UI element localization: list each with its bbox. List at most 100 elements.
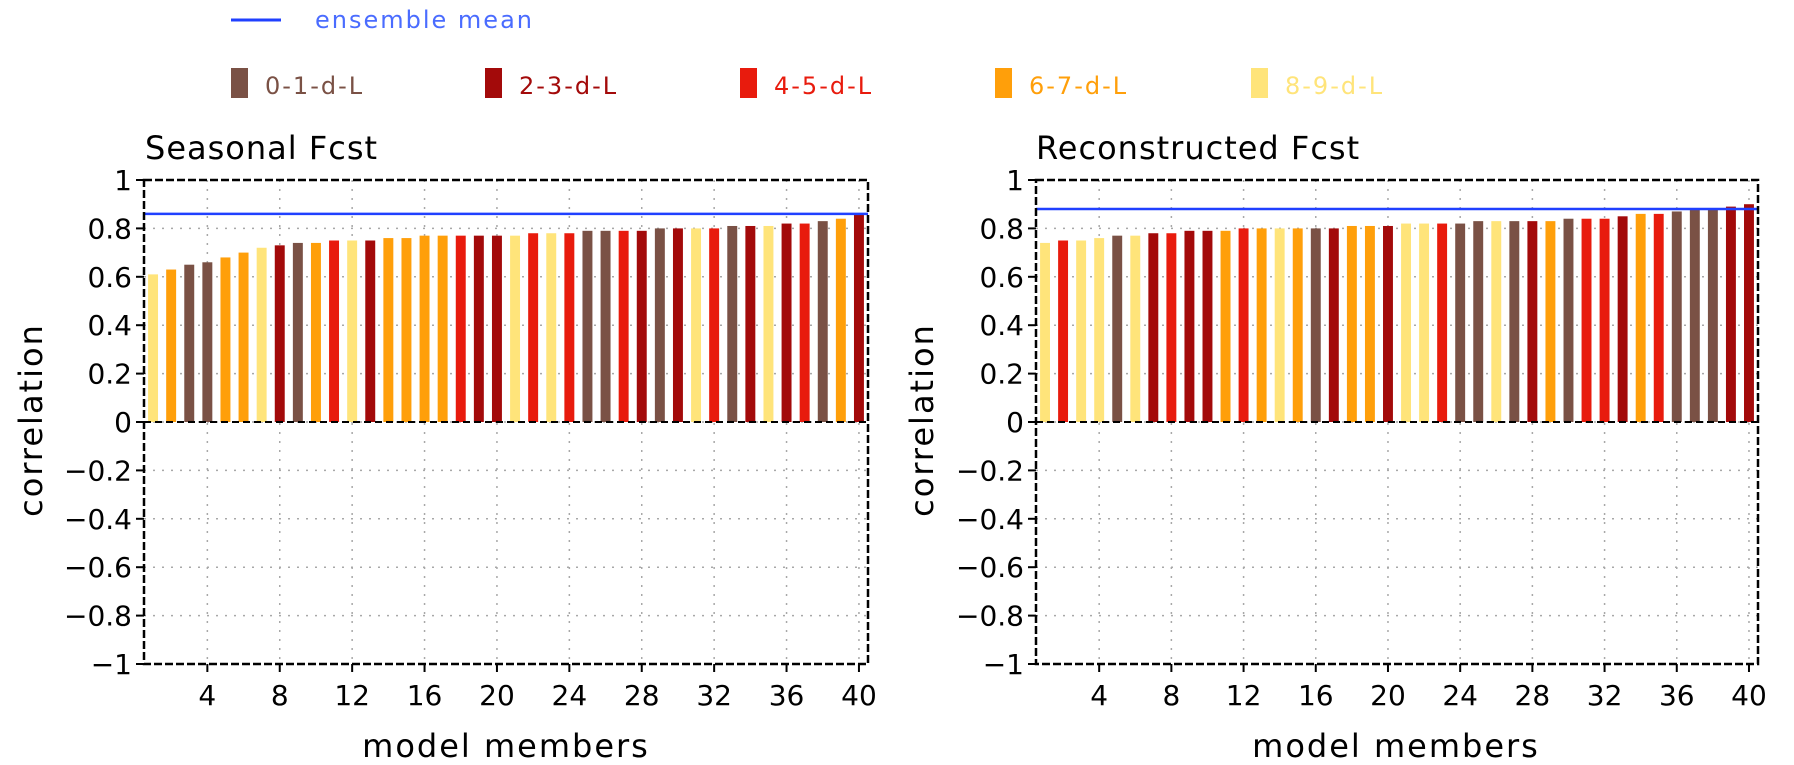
y-tick-label: −0.2 (956, 454, 1024, 487)
bar (1725, 206, 1736, 422)
bar (455, 235, 466, 422)
x-tick-label: 12 (1226, 679, 1262, 712)
legend-swatch-1 (485, 68, 502, 98)
bar (1527, 221, 1538, 422)
bar (1617, 216, 1628, 422)
bar (1419, 223, 1430, 422)
y-tick-label: 0 (114, 406, 132, 439)
x-tick-label: 32 (1587, 679, 1623, 712)
legend: ensemble mean 0-1-d-L 2-3-d-L 4-5-d-L 6-7-d… (231, 6, 1384, 100)
x-tick-label: 16 (1298, 679, 1334, 712)
legend-swatch-4 (1251, 68, 1268, 98)
bar (347, 240, 358, 422)
bar (1744, 204, 1754, 422)
bar (1689, 209, 1700, 422)
bar (256, 247, 267, 422)
legend-swatch-2 (740, 68, 757, 98)
y-tick-label: 0.8 (979, 212, 1024, 245)
bar (727, 225, 738, 422)
bar (491, 235, 502, 422)
bar (1364, 225, 1375, 422)
y-tick-label: 0.6 (87, 261, 132, 294)
x-tick-label: 4 (1090, 679, 1108, 712)
y-axis: 1 0.8 0.6 0.4 0.2 0 −0.2 −0.4 −0.6 −0.8 −1 (64, 164, 144, 681)
bar (1401, 223, 1411, 422)
bar (1274, 228, 1285, 422)
x-tick-label: 28 (1515, 679, 1551, 712)
bar (238, 252, 249, 422)
x-axis-label: model members (362, 727, 650, 765)
y-axis: 1 0.8 0.6 0.4 0.2 0 −0.2 −0.4 −0.6 −0.8 −1 (956, 164, 1036, 681)
bar (582, 230, 593, 422)
bar (781, 223, 792, 422)
bar (1635, 213, 1646, 422)
legend-mean-label: ensemble mean (315, 6, 534, 34)
x-tick-label: 40 (1731, 679, 1767, 712)
x-axis-label: model members (1252, 727, 1540, 765)
legend-label-4: 8-9-d-L (1285, 72, 1384, 100)
bar (329, 240, 340, 422)
bar (437, 235, 448, 422)
legend-label-1: 2-3-d-L (519, 72, 618, 100)
y-tick-label: 0.4 (87, 309, 132, 342)
bar (1058, 240, 1069, 422)
y-tick-label: −0.4 (64, 503, 132, 536)
bar (618, 230, 629, 422)
x-tick-label: 8 (271, 679, 289, 712)
bar (564, 233, 575, 422)
legend-swatch-3 (995, 68, 1012, 98)
x-tick-label: 24 (1442, 679, 1478, 712)
bar (1166, 233, 1177, 422)
bar (220, 257, 231, 422)
y-tick-label: −0.8 (956, 600, 1024, 633)
y-tick-label: −0.2 (64, 454, 132, 487)
bar (383, 238, 394, 422)
bar (1256, 228, 1267, 422)
bar (1112, 235, 1123, 422)
bars (148, 213, 864, 422)
x-axis: 4 8 12 16 20 24 28 32 36 40 (198, 664, 877, 712)
x-tick-label: 20 (1370, 679, 1406, 712)
x-tick-label: 36 (769, 679, 805, 712)
bar (202, 262, 213, 422)
bar (1238, 228, 1249, 422)
bar (853, 213, 864, 422)
chart-title: Reconstructed Fcst (1036, 129, 1360, 167)
legend-swatch-0 (231, 68, 248, 98)
panel-reconstructed-fcst: Reconstructed Fcst correlation model mem… (903, 129, 1767, 765)
y-tick-label: 0.4 (979, 309, 1024, 342)
y-tick-label: 0.6 (979, 261, 1024, 294)
y-tick-label: −0.6 (64, 551, 132, 584)
bar (1220, 230, 1231, 422)
chart-title: Seasonal Fcst (145, 129, 378, 167)
x-axis: 4 8 12 16 20 24 28 32 36 40 (1090, 664, 1767, 712)
y-tick-label: 0.2 (979, 358, 1024, 391)
x-tick-label: 12 (334, 679, 370, 712)
bar (1328, 228, 1339, 422)
bar (1094, 238, 1105, 422)
bar (1040, 242, 1050, 422)
grid (144, 180, 868, 664)
x-tick-label: 36 (1659, 679, 1695, 712)
bar (365, 240, 376, 422)
bar (745, 225, 756, 422)
bar (1202, 230, 1213, 422)
bar (799, 223, 810, 422)
y-tick-label: −0.4 (956, 503, 1024, 536)
bar (1455, 223, 1466, 422)
panel-seasonal-fcst: Seasonal Fcst correlation model members … (12, 129, 877, 765)
bar (835, 218, 846, 422)
bar (274, 245, 285, 422)
bar (1563, 218, 1574, 422)
bar (1653, 213, 1664, 422)
bar (1707, 209, 1718, 422)
bar (1509, 221, 1520, 422)
bar (654, 228, 665, 422)
grid (1036, 180, 1758, 664)
bar (709, 228, 720, 422)
bar (1184, 230, 1195, 422)
y-axis-label: correlation (12, 323, 50, 517)
bar (1148, 233, 1159, 422)
legend-label-3: 6-7-d-L (1029, 72, 1128, 100)
bar (473, 235, 484, 422)
